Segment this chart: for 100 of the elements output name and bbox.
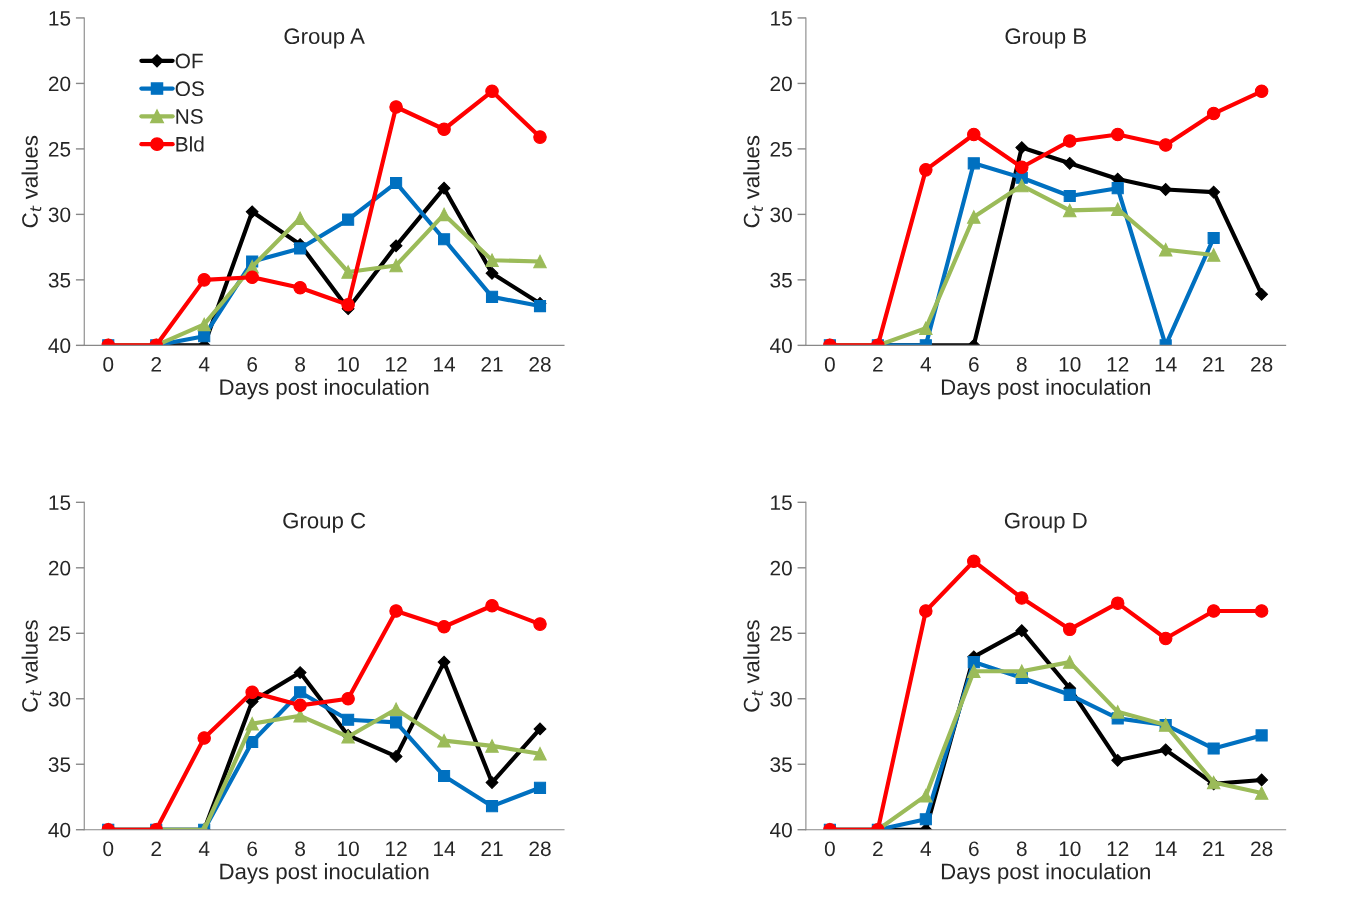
point	[1014, 178, 1029, 193]
x-tick-label: 4	[920, 841, 931, 856]
x-tick-label: 8	[295, 841, 306, 857]
point	[1207, 742, 1220, 755]
point	[245, 685, 259, 699]
y-tick-label: 40	[770, 822, 792, 838]
point	[389, 100, 403, 114]
point	[341, 297, 355, 312]
point	[293, 709, 307, 723]
point	[919, 604, 933, 618]
point	[533, 617, 547, 631]
point	[341, 265, 355, 279]
point	[967, 664, 981, 679]
x-tick-label: 2	[151, 357, 161, 372]
point	[294, 242, 307, 255]
point	[1158, 242, 1173, 257]
point	[245, 716, 259, 731]
x-tick-label: 0	[103, 841, 114, 857]
chart-title: Group A	[284, 28, 365, 49]
point	[485, 290, 499, 303]
x-tick-label: 8	[295, 357, 306, 372]
y-tick-label: 35	[48, 757, 71, 772]
point	[390, 716, 403, 729]
point	[1110, 127, 1125, 142]
y-axis-title: C$_{t}$ values	[21, 620, 42, 712]
point	[533, 254, 547, 269]
x-tick-label: 10	[1059, 841, 1081, 857]
x-tick-label: 6	[247, 357, 258, 372]
x-tick-label: 2	[151, 841, 161, 856]
point	[342, 213, 355, 226]
x-tick-label: 6	[969, 841, 979, 857]
y-tick-label: 25	[48, 626, 71, 642]
point	[1063, 688, 1076, 701]
point	[1158, 138, 1173, 152]
point	[1159, 743, 1173, 757]
point	[294, 686, 307, 699]
x-tick-label: 21	[1203, 841, 1225, 856]
y-tick-label: 25	[770, 141, 792, 157]
point	[1062, 203, 1077, 218]
y-tick-label: 15	[49, 11, 71, 26]
x-tick-label: 0	[824, 357, 835, 372]
x-tick-label: 28	[1251, 357, 1273, 372]
point	[437, 769, 451, 783]
point	[341, 691, 355, 706]
point	[293, 280, 307, 295]
point	[533, 722, 547, 736]
point	[1255, 729, 1268, 742]
x-tick-label: 12	[1107, 357, 1129, 372]
point	[485, 800, 499, 813]
point	[1063, 156, 1077, 170]
point	[245, 205, 259, 219]
point	[342, 713, 355, 726]
point	[1014, 160, 1029, 175]
point	[389, 749, 403, 763]
point	[1254, 786, 1269, 800]
y-tick-label: 30	[770, 207, 792, 223]
point	[197, 317, 211, 332]
x-tick-label: 4	[198, 357, 210, 372]
y-tick-label: 35	[48, 272, 71, 288]
point	[437, 122, 451, 137]
point	[1206, 106, 1221, 121]
point	[437, 181, 451, 195]
point	[1111, 182, 1124, 195]
legend-label: OF	[175, 53, 203, 69]
y-axis-title: C$_{t}$ values	[21, 135, 42, 228]
point	[967, 554, 981, 569]
point	[389, 258, 403, 273]
point	[919, 813, 932, 826]
point	[967, 210, 981, 224]
point	[1254, 84, 1269, 99]
point	[967, 656, 980, 669]
point	[1206, 248, 1221, 262]
x-tick-label: 21	[481, 841, 503, 856]
point	[1062, 655, 1077, 669]
point	[1014, 664, 1029, 679]
point	[533, 781, 547, 794]
y-tick-label: 25	[770, 626, 792, 642]
point	[437, 233, 451, 246]
point	[246, 735, 259, 749]
point	[437, 619, 451, 634]
point	[1015, 141, 1029, 155]
x-tick-label: 10	[338, 357, 359, 372]
x-tick-label: 21	[1203, 357, 1225, 372]
y-tick-label: 20	[770, 76, 792, 92]
y-tick-label: 40	[48, 338, 71, 354]
point	[1255, 287, 1269, 301]
point	[437, 733, 451, 748]
y-tick-label: 15	[49, 495, 71, 511]
point	[293, 698, 307, 713]
x-tick-label: 14	[1155, 357, 1177, 372]
point	[485, 266, 499, 280]
point	[967, 157, 980, 170]
point	[919, 321, 933, 336]
point	[1158, 631, 1173, 646]
point	[1207, 185, 1221, 199]
point	[1206, 604, 1221, 618]
point	[198, 330, 211, 343]
y-tick-label: 15	[771, 11, 792, 26]
point	[1110, 202, 1125, 216]
x-tick-label: 6	[247, 841, 258, 857]
